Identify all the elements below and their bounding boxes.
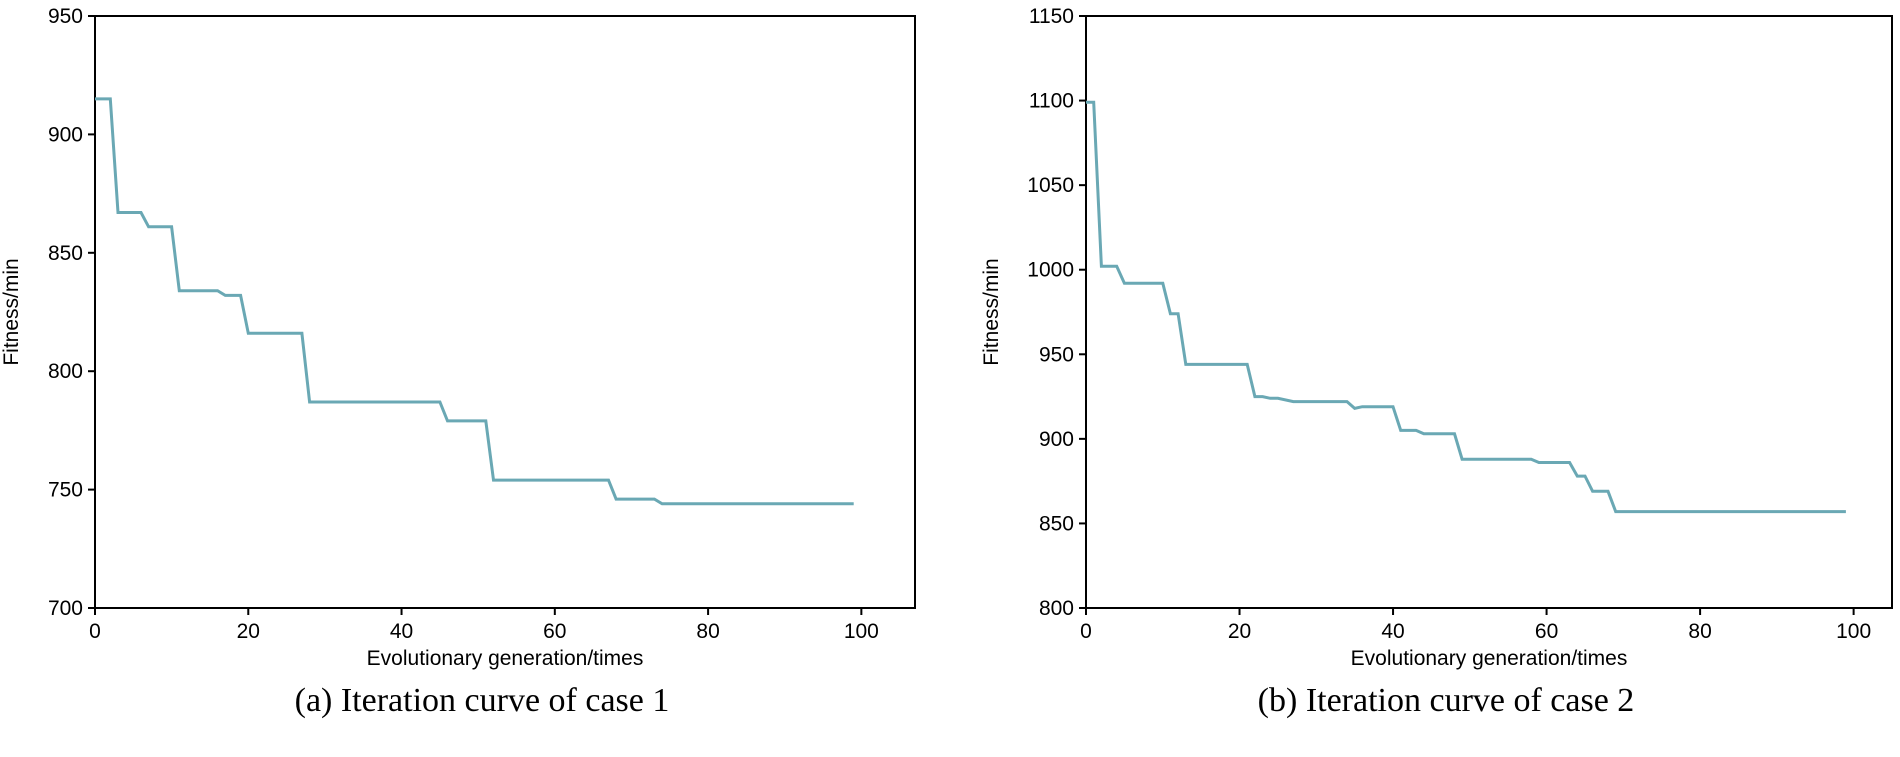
x-tick-label-b-4: 80 (1688, 620, 1711, 643)
x-tick-label-b-5: 100 (1836, 620, 1871, 643)
y-tick-label-b-0: 800 (1039, 597, 1074, 620)
y-tick-label-b-1: 850 (1039, 512, 1074, 535)
series-line-b-fitness (1086, 100, 1846, 514)
plot-frame-b (1085, 15, 1893, 609)
series-line-a-fitness (95, 97, 854, 506)
x-tick-label-a-3: 60 (543, 620, 566, 643)
y-tick-label-a-2: 800 (48, 360, 83, 383)
y-tick-label-a-0: 700 (48, 597, 83, 620)
y-tick-label-a-4: 900 (48, 123, 83, 146)
y-tick-label-b-4: 1000 (1027, 259, 1074, 282)
y-tick-label-a-5: 950 (48, 5, 83, 28)
y-tick-label-b-7: 1150 (1029, 5, 1074, 28)
x-axis-label-a: Evolutionary generation/times (367, 647, 644, 670)
y-axis-label-a: Fitness/min (0, 258, 23, 365)
y-tick-label-a-1: 750 (48, 479, 83, 502)
y-axis-label-b: Fitness/min (980, 258, 1003, 365)
x-tick-label-b-2: 40 (1381, 620, 1404, 643)
x-tick-label-a-0: 0 (89, 620, 101, 643)
y-tick-label-a-3: 850 (48, 242, 83, 265)
x-tick-label-a-4: 80 (696, 620, 719, 643)
chart-panel-b: 0 20 40 60 80 100 800 850 900 950 1000 1050 1100 1150… (980, 5, 1893, 670)
x-tick-label-a-1: 20 (237, 620, 260, 643)
x-axis-label-b: Evolutionary generation/times (1351, 647, 1628, 670)
x-tick-label-b-3: 60 (1535, 620, 1558, 643)
y-tick-label-b-6: 1100 (1029, 90, 1074, 113)
y-tick-label-b-5: 1050 (1027, 174, 1074, 197)
x-tick-label-b-0: 0 (1080, 620, 1092, 643)
caption-a: (a) Iteration curve of case 1 (295, 682, 670, 719)
x-tick-label-a-2: 40 (390, 620, 413, 643)
plot-frame-a (94, 15, 916, 609)
x-tick-label-a-5: 100 (844, 620, 879, 643)
y-tick-label-b-2: 900 (1039, 428, 1074, 451)
y-tick-label-b-3: 950 (1039, 343, 1074, 366)
caption-b: (b) Iteration curve of case 2 (1258, 682, 1635, 719)
x-tick-label-b-1: 20 (1228, 620, 1251, 643)
chart-panel-a: 0 20 40 60 80 100 700 750 800 850 900 950 Evolutiona… (0, 5, 916, 670)
